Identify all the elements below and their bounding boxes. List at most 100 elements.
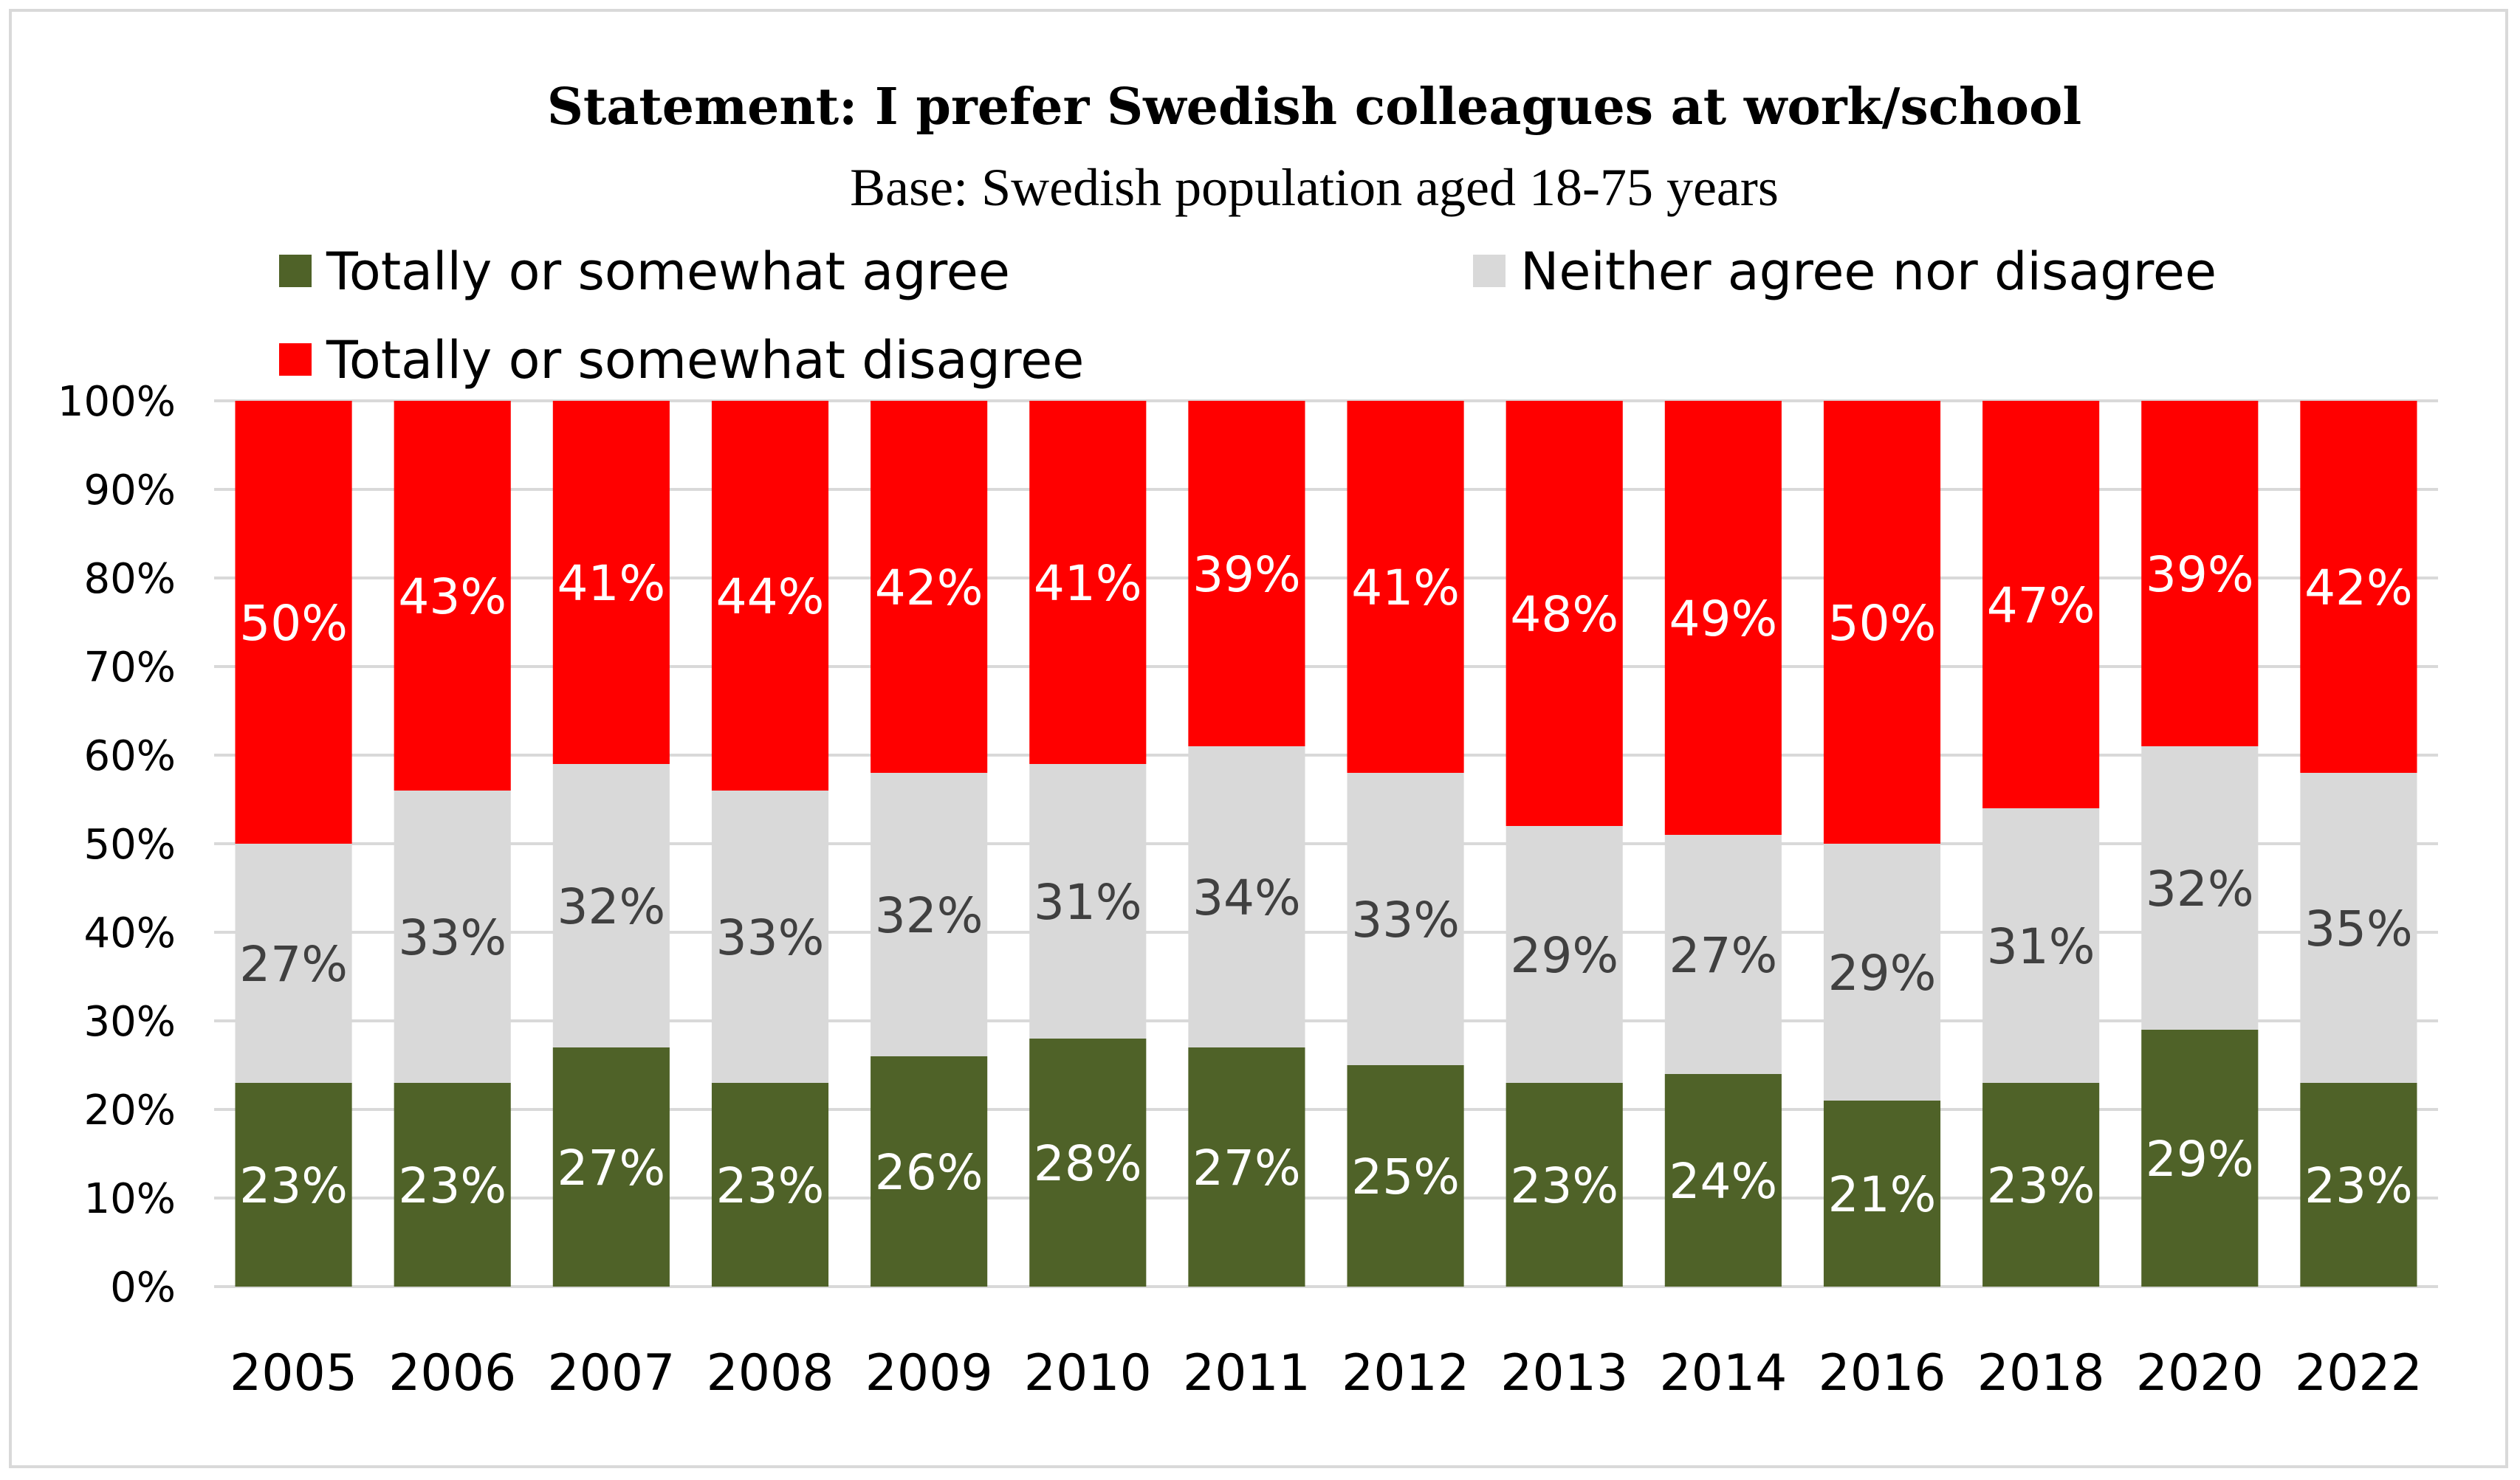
bar-agree-2012 [1347,1065,1464,1287]
data-label-disagree-2018: 47% [1987,577,2095,634]
data-label-agree-2018: 23% [1987,1157,2095,1214]
bar-stack-2014 [1664,401,1782,1287]
bar-neither-2009 [871,773,988,1056]
x-tick-label: 2013 [1500,1344,1628,1402]
gridlines [214,399,2438,1288]
bar-stack-2009 [871,401,988,1287]
data-label-agree-2013: 23% [1510,1157,1618,1214]
chart-subtitle: Base: Swedish population aged 18-75 year… [850,158,1779,217]
data-label-agree-2016: 21% [1828,1166,1937,1223]
x-tick-label: 2011 [1183,1344,1311,1402]
bar-agree-2007 [552,1047,670,1287]
bar-neither-2007 [552,764,670,1047]
bar-agree-2013 [1506,1083,1623,1287]
data-label-disagree-2006: 43% [398,568,507,625]
legend-label-neither: Neither agree nor disagree [1520,241,2217,302]
bar-agree-2011 [1188,1047,1305,1287]
bar-neither-2020 [2141,746,2259,1030]
x-tick-label: 2016 [1818,1344,1946,1402]
data-label-disagree-2013: 48% [1510,586,1618,643]
data-label-neither-2006: 33% [398,909,507,966]
legend-swatch-agree [279,255,312,287]
y-tick-label: 50% [84,821,176,869]
bar-stack-2016 [1823,401,1941,1287]
data-label-neither-2012: 33% [1351,892,1460,949]
x-tick-label: 2005 [230,1344,357,1402]
data-label-agree-2012: 25% [1351,1149,1460,1205]
y-tick-label: 0% [110,1264,176,1312]
x-tick-label: 2006 [388,1344,516,1402]
x-tick-label: 2020 [2136,1344,2264,1402]
bar-neither-2008 [711,791,829,1083]
y-tick-label: 60% [84,732,176,780]
x-tick-label: 2010 [1024,1344,1152,1402]
data-label-neither-2005: 27% [239,936,348,993]
y-tick-label: 40% [84,909,176,957]
data-label-neither-2018: 31% [1987,918,2095,975]
x-tick-label: 2008 [706,1344,834,1402]
bar-neither-2014 [1664,835,1782,1074]
bar-neither-2005 [235,844,352,1083]
bar-agree-2006 [394,1083,511,1287]
bar-neither-2022 [2300,773,2417,1083]
data-label-neither-2013: 29% [1510,927,1618,984]
bar-agree-2010 [1029,1039,1147,1287]
data-label-disagree-2010: 41% [1034,555,1142,612]
data-label-disagree-2008: 44% [716,568,825,625]
bar-disagree-2020 [2141,401,2259,746]
bar-stack-2008 [711,401,829,1287]
bar-disagree-2018 [1982,401,2100,808]
data-label-agree-2020: 29% [2146,1131,2254,1188]
bar-neither-2013 [1506,826,1623,1083]
legend-label-disagree: Totally or somewhat disagree [326,330,1084,390]
bar-disagree-2012 [1347,401,1464,773]
data-label-agree-2011: 27% [1192,1140,1301,1197]
bar-disagree-2013 [1506,401,1623,826]
data-labels: 23% 27% 50% 23% 33% 43% 27% 32% 41% 23% 33% 44% 26% 3… [239,546,2413,1223]
data-label-neither-2008: 33% [716,909,825,966]
bar-stack-2005 [235,401,352,1287]
legend-swatch-neither [1473,255,1506,287]
bar-agree-2022 [2300,1083,2417,1287]
x-tick-label: 2018 [1977,1344,2105,1402]
bar-agree-2020 [2141,1030,2259,1287]
legend-item-agree: Totally or somewhat agree [279,241,1010,302]
bar-stack-2011 [1188,401,1305,1287]
data-label-neither-2011: 34% [1192,870,1301,926]
data-label-disagree-2014: 49% [1669,591,1778,647]
chart-title: Statement: I prefer Swedish colleagues a… [547,78,2081,137]
y-tick-label: 70% [84,644,176,692]
legend-item-disagree: Totally or somewhat disagree [279,330,1084,390]
data-label-disagree-2005: 50% [239,595,348,652]
bar-disagree-2014 [1664,401,1782,835]
bar-stack-2012 [1347,401,1464,1287]
legend: Totally or somewhat agree Neither agree … [279,241,2217,390]
x-tick-label: 2009 [865,1344,993,1402]
bar-disagree-2007 [552,401,670,764]
bar-neither-2016 [1823,844,1941,1101]
bars [235,401,2417,1287]
bar-stack-2010 [1029,401,1147,1287]
data-label-disagree-2011: 39% [1192,546,1301,603]
data-label-agree-2010: 28% [1034,1135,1142,1192]
bar-agree-2018 [1982,1083,2100,1287]
data-label-neither-2022: 35% [2304,901,2413,957]
bar-disagree-2006 [394,401,511,791]
bar-agree-2016 [1823,1101,1941,1287]
y-tick-label: 100% [58,378,176,426]
bar-disagree-2008 [711,401,829,791]
legend-item-neither: Neither agree nor disagree [1473,241,2217,302]
x-tick-label: 2022 [2295,1344,2423,1402]
bar-stack-2006 [394,401,511,1287]
bar-neither-2006 [394,791,511,1083]
data-label-agree-2005: 23% [239,1157,348,1214]
y-tick-label: 10% [84,1175,176,1223]
y-tick-label: 30% [84,998,176,1046]
bar-disagree-2009 [871,401,988,773]
data-label-agree-2007: 27% [557,1140,666,1197]
data-label-disagree-2022: 42% [2304,560,2413,616]
data-label-neither-2007: 32% [557,878,666,935]
data-label-disagree-2007: 41% [557,555,666,612]
data-label-disagree-2009: 42% [875,560,983,616]
bar-stack-2020 [2141,401,2259,1287]
